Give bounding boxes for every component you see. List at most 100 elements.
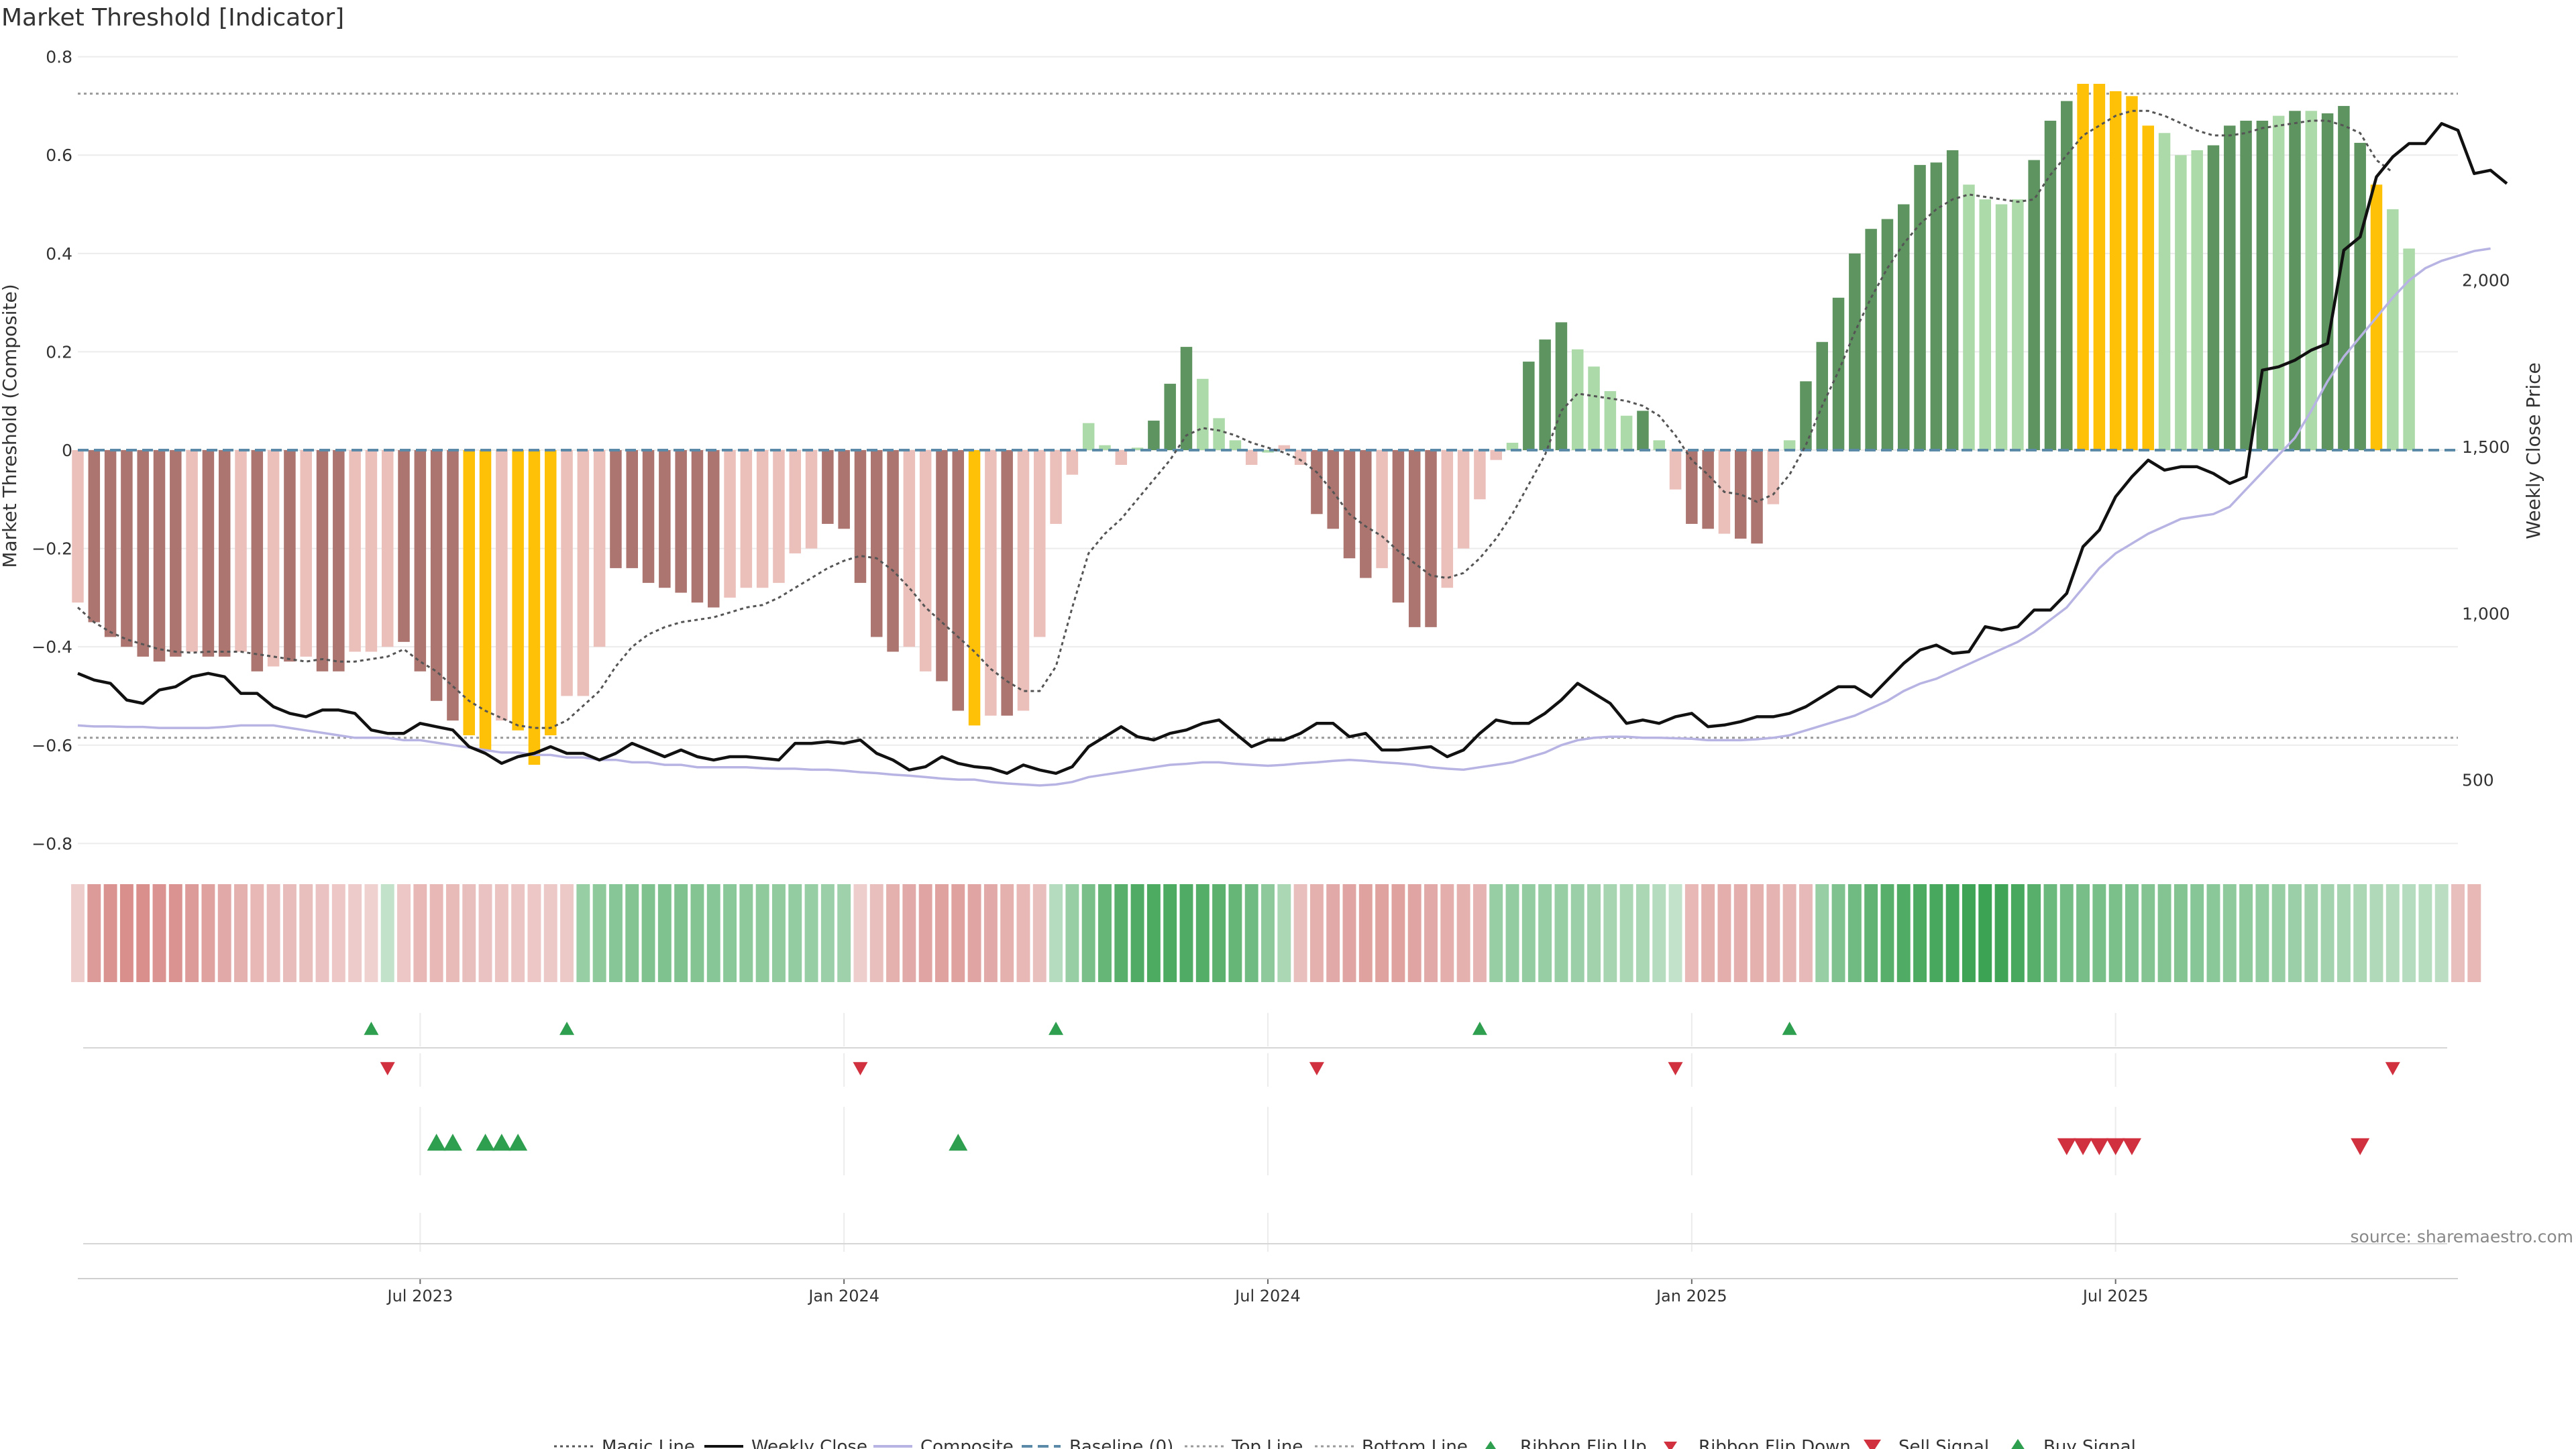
ribbon-cell	[674, 884, 688, 982]
composite-bar	[202, 450, 215, 657]
ribbon-cell	[1472, 884, 1487, 982]
ribbon-cell	[1424, 884, 1438, 982]
composite-bar	[577, 450, 590, 696]
composite-bar	[1767, 450, 1780, 504]
y2-tick-label: 500	[2462, 771, 2494, 790]
ribbon-cell	[1554, 884, 1568, 982]
ribbon-cell	[2174, 884, 2188, 982]
y-tick-label: −0.2	[32, 539, 72, 559]
composite-bar	[2077, 83, 2089, 451]
composite-bar	[1343, 450, 1356, 559]
signal-markers	[364, 1022, 2400, 1155]
y2-tick-label: 1,000	[2462, 604, 2510, 623]
ribbon-cell	[837, 884, 851, 982]
composite-bar	[2403, 248, 2415, 450]
ribbon-cell	[1913, 884, 1927, 982]
composite-bar	[1197, 378, 1209, 450]
composite-bar	[447, 450, 459, 721]
composite-bar	[121, 450, 133, 647]
ribbon-cell	[2010, 884, 2025, 982]
legend-buy-signal-icon	[2011, 1439, 2025, 1449]
ribbon-cell	[299, 884, 313, 982]
ribbon-cell	[380, 884, 394, 982]
buy-signal-marker	[949, 1134, 968, 1151]
ribbon-cell	[1799, 884, 1813, 982]
composite-bar	[952, 450, 965, 711]
composite-bar	[642, 450, 655, 583]
composite-bar	[1832, 297, 1845, 450]
composite-bar	[1653, 440, 1665, 450]
ribbon-cell	[1880, 884, 1894, 982]
composite-bar	[887, 450, 899, 652]
composite-bar	[1082, 423, 1095, 450]
ribbon-flip-down-marker	[1309, 1062, 1324, 1075]
ribbon-flip-up-marker	[559, 1022, 575, 1035]
composite-bar	[333, 450, 345, 672]
ribbon-cell	[1684, 884, 1699, 982]
composite-bar	[854, 450, 867, 583]
composite-bar	[544, 450, 557, 736]
ribbon-cell	[1815, 884, 1829, 982]
composite-bar	[1115, 450, 1128, 465]
composite-bar	[561, 450, 573, 696]
ribbon-cell	[1847, 884, 1862, 982]
composite-bar	[756, 450, 769, 588]
ribbon-cell	[543, 884, 557, 982]
ribbon-cell	[2222, 884, 2237, 982]
ribbon-cell	[1570, 884, 1585, 982]
composite-bar	[316, 450, 329, 672]
composite-bar	[626, 450, 638, 568]
legend-ribbon-flip-down-icon	[1664, 1442, 1677, 1449]
buy-signal-marker	[476, 1134, 495, 1151]
x-tick-label: Jul 2024	[1234, 1287, 1301, 1305]
ribbon-cell	[690, 884, 704, 982]
composite-bar	[919, 450, 932, 672]
ribbon-cell	[1864, 884, 1878, 982]
ribbon-flip-down-marker	[2385, 1062, 2400, 1075]
composite-bar	[1930, 162, 1943, 451]
legend-ribbon-flip-up-icon	[1485, 1441, 1496, 1449]
ribbon-cell	[853, 884, 867, 982]
ribbon-cell	[2059, 884, 2074, 982]
composite-bar	[1131, 447, 1144, 450]
ribbon-cell	[1098, 884, 1112, 982]
ribbon-cell	[2271, 884, 2286, 982]
composite-bar	[1914, 164, 1926, 450]
composite-bar	[88, 450, 101, 623]
composite-bar	[2354, 142, 2366, 451]
composite-bar	[903, 450, 916, 647]
ribbon-cell	[1016, 884, 1030, 982]
composite-bar	[398, 450, 410, 642]
y-tick-label: −0.8	[32, 834, 72, 853]
ribbon-cell	[266, 884, 280, 982]
composite-bar	[218, 450, 231, 657]
composite-bar	[2158, 133, 2171, 450]
ribbon-cell	[1733, 884, 1748, 982]
ribbon-flip-up-marker	[1049, 1022, 1064, 1035]
composite-bar	[267, 450, 280, 667]
ribbon-flip-down-marker	[853, 1062, 868, 1075]
ribbon-cell	[2255, 884, 2269, 982]
ribbon-cell	[1668, 884, 1682, 982]
ribbon-cell	[804, 884, 818, 982]
x-tick-label: Jan 2025	[1655, 1287, 1727, 1305]
ribbon-cell	[1750, 884, 1764, 982]
ribbon-cell	[1489, 884, 1503, 982]
composite-bar	[740, 450, 753, 588]
composite-bar	[72, 450, 84, 603]
composite-bar	[1865, 229, 1877, 450]
ribbon-cell	[641, 884, 655, 982]
ribbon-cell	[250, 884, 264, 982]
composite-bar	[1555, 322, 1568, 450]
composite-bar	[1392, 450, 1405, 603]
legend-item-bottom-line: Bottom Line	[1315, 1437, 1468, 1449]
ribbon-cell	[2125, 884, 2139, 982]
ribbon-cell	[2353, 884, 2367, 982]
composite-bar	[659, 450, 671, 588]
ribbon-cell	[1619, 884, 1633, 982]
sell-signal-marker	[2351, 1138, 2370, 1155]
composite-bar	[1571, 349, 1584, 450]
composite-bar	[1702, 450, 1714, 529]
composite-bar	[1441, 450, 1454, 588]
buy-signal-marker	[492, 1134, 511, 1151]
